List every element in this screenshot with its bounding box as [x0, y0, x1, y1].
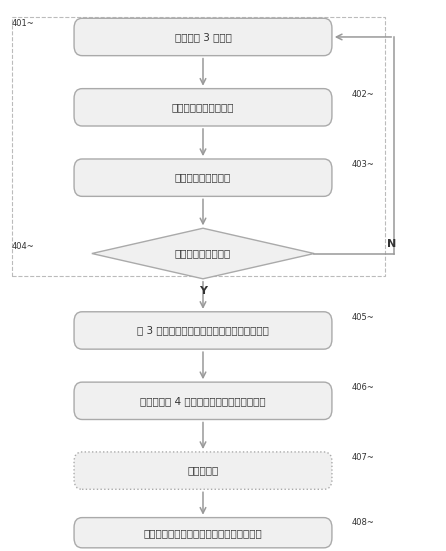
Text: 拷贝剩余数据用于解码数据头，已同步对齐: 拷贝剩余数据用于解码数据头，已同步对齐	[144, 528, 262, 538]
FancyBboxPatch shape	[74, 382, 332, 419]
Text: 计算频率对应的数字: 计算频率对应的数字	[175, 172, 231, 183]
Text: 解码数据头: 解码数据头	[187, 466, 219, 476]
Text: 404~: 404~	[12, 242, 34, 251]
Polygon shape	[92, 228, 314, 279]
FancyBboxPatch shape	[74, 452, 332, 489]
FancyBboxPatch shape	[74, 517, 332, 548]
Text: Y: Y	[199, 286, 207, 296]
Text: 保存连续 3 帧音频: 保存连续 3 帧音频	[174, 32, 231, 42]
FancyBboxPatch shape	[74, 159, 332, 196]
Text: 数字是否为数据头？: 数字是否为数据头？	[175, 249, 231, 258]
Text: 405~: 405~	[352, 313, 375, 322]
Text: 401~: 401~	[12, 19, 34, 28]
Text: N: N	[387, 239, 396, 249]
Text: 若至少连续 4 个子帧对应的数字等于数据头: 若至少连续 4 个子帧对应的数字等于数据头	[140, 396, 266, 406]
Text: 407~: 407~	[352, 453, 375, 462]
Text: 408~: 408~	[352, 518, 375, 527]
Text: 计算中间帧包含的频率: 计算中间帧包含的频率	[172, 102, 234, 112]
Text: 402~: 402~	[352, 90, 375, 99]
Text: 将 3 帧音频分子帧，计算每个子帧对应的数字: 将 3 帧音频分子帧，计算每个子帧对应的数字	[137, 326, 269, 336]
FancyBboxPatch shape	[74, 89, 332, 126]
Text: 403~: 403~	[352, 160, 375, 169]
FancyBboxPatch shape	[74, 18, 332, 56]
Text: 406~: 406~	[352, 383, 375, 392]
FancyBboxPatch shape	[74, 312, 332, 349]
